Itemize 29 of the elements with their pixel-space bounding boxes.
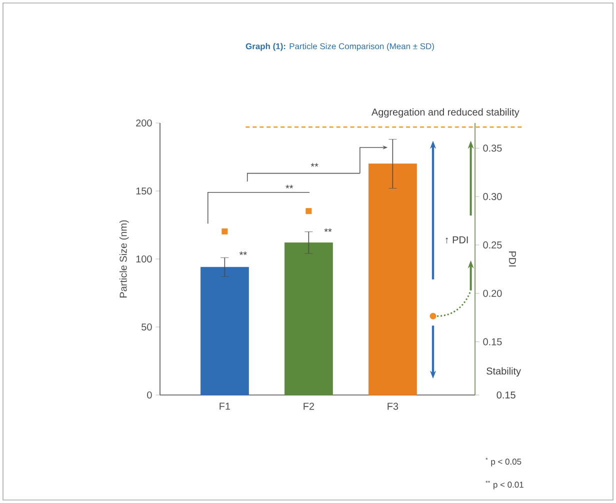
y2-tick-label: 0.15 [483,338,502,346]
y2-tick-label: 0.35 [483,144,502,152]
y2-axis-title: PDI [509,252,516,266]
y-tick-label: 200 [136,119,152,127]
bar [368,164,417,396]
x-tick-label: F2 [304,402,314,410]
text: 0.15 [496,391,516,399]
y2-tick-label: 0.30 [483,193,502,200]
annotation: ** [286,184,294,188]
text: Stability [486,367,521,377]
y2-tick-label: 0.20 [483,290,502,297]
annotation: ** [324,228,332,232]
bar [200,266,249,396]
annotation: ** [239,251,247,255]
text: $^{*}$ p < 0.05 [486,458,522,466]
y-tick-label: 100 [136,255,152,263]
x-tick-label: F3 [388,402,398,410]
x-tick-label: F1 [220,402,230,410]
y-tick-label: 0 [147,391,152,399]
y2-tick-label: 0.25 [483,241,502,248]
bar [284,242,333,396]
annotation: ↑ PDI [446,236,468,244]
text: $^{**}$ p < 0.01 [486,480,524,490]
y-axis-title: Particle Size (nm) [119,220,129,298]
y-tick-label: 50 [142,323,152,331]
annotation: ** [310,163,318,167]
ref-line-label: Aggregation and reduced stability [372,108,520,118]
y-tick-label: 150 [136,187,152,195]
chart-title: Graph (1): Particle Size Comparison (Mean ± SD) [246,43,434,51]
